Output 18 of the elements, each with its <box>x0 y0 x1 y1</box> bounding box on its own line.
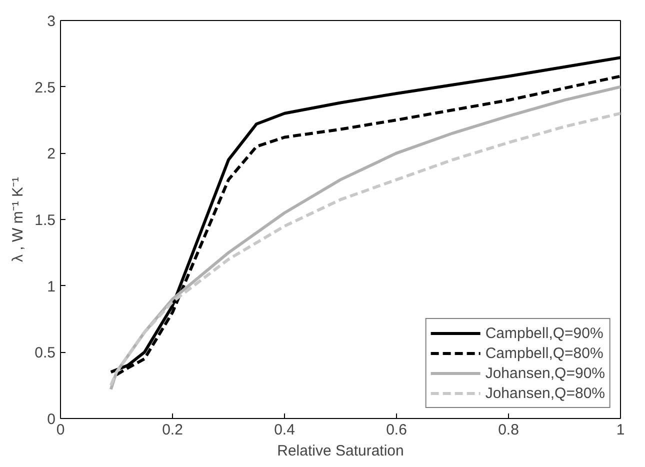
y-axis-title: λ , W m⁻¹ K⁻¹ <box>10 176 27 262</box>
y-tick-label: 2.5 <box>34 79 56 96</box>
y-tick-label: 0 <box>47 411 56 428</box>
y-tick-label: 2 <box>47 146 56 163</box>
legend-label: Johansen,Q=90% <box>485 364 605 382</box>
x-tick-label: 0.2 <box>162 422 183 438</box>
x-tick-label: 0.4 <box>274 422 295 438</box>
y-tick-label: 0.5 <box>34 344 56 362</box>
y-tick-label: 1.5 <box>34 212 56 229</box>
x-tick-label: 0.8 <box>498 422 519 438</box>
y-tick-label: 1 <box>47 278 56 296</box>
x-tick-label: 0.6 <box>386 422 407 438</box>
x-tick-label: 1 <box>616 422 625 438</box>
legend-label: Johansen,Q=80% <box>485 384 605 402</box>
x-axis-title: Relative Saturation <box>277 442 404 460</box>
legend-label: Campbell,Q=80% <box>485 344 604 362</box>
legend-label: Campbell,Q=90% <box>485 324 604 342</box>
y-tick-label: 3 <box>47 13 56 30</box>
